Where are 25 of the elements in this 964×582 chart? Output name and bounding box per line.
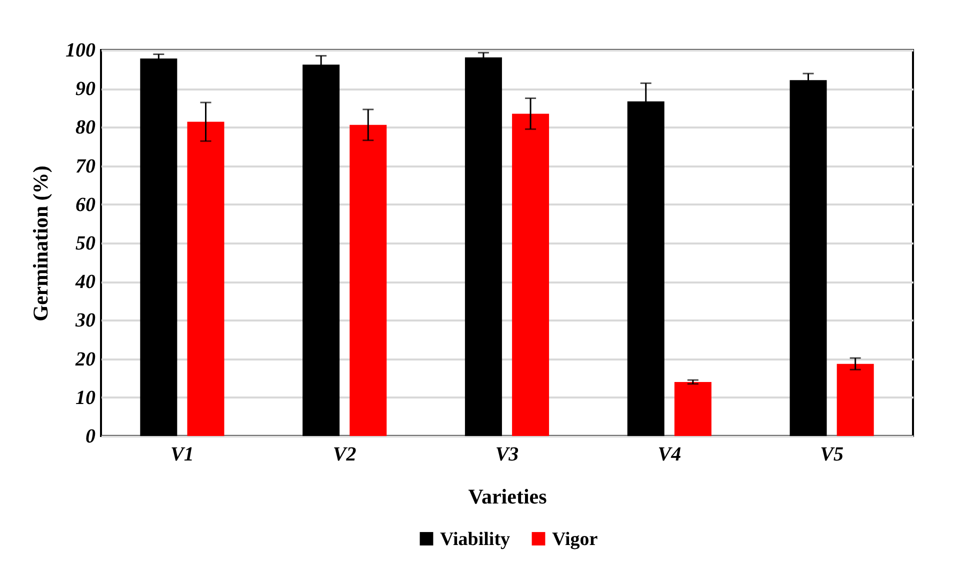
bar — [187, 122, 224, 436]
x-tick-label: V1 — [170, 444, 194, 466]
bar — [512, 114, 550, 436]
bar — [674, 382, 712, 436]
y-tick-label: 60 — [76, 194, 96, 216]
legend-label: Vigor — [552, 528, 598, 550]
x-axis-title: Varieties — [468, 484, 547, 508]
y-tick-label: 50 — [76, 232, 96, 254]
x-tick-label: V3 — [495, 444, 519, 466]
x-tick-label: V4 — [658, 444, 682, 466]
legend-label: Viability — [440, 528, 511, 550]
y-tick-label: 100 — [66, 40, 96, 62]
y-tick-label: 80 — [76, 116, 96, 139]
x-tick-label: V2 — [332, 444, 356, 466]
y-tick-label: 40 — [74, 271, 96, 294]
bar — [350, 124, 387, 436]
bar — [836, 364, 874, 436]
y-tick-label: 0 — [86, 426, 96, 448]
x-tick-label: V5 — [820, 444, 844, 466]
y-tick-label: 30 — [74, 310, 96, 332]
y-axis-title: Germination (%) — [28, 166, 52, 322]
y-tick-label: 20 — [74, 348, 96, 370]
y-tick-label: 10 — [76, 386, 96, 409]
y-tick-label: 70 — [76, 155, 96, 178]
y-tick-label: 90 — [76, 78, 96, 100]
